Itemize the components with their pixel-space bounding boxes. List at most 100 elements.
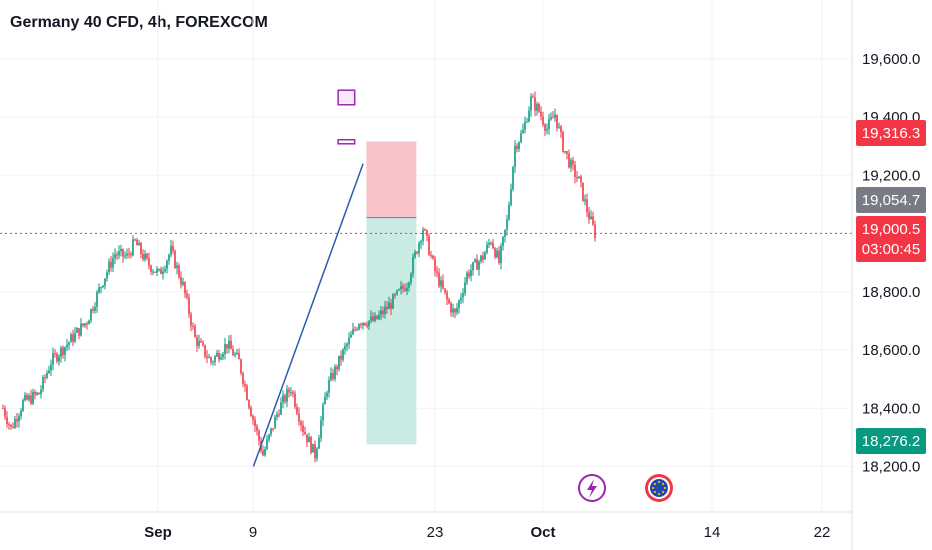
candle-body: [362, 322, 364, 326]
time-axis[interactable]: Sep 9 23 Oct 14 22: [0, 511, 852, 541]
candle-body: [538, 104, 540, 112]
candle-body: [146, 253, 148, 259]
candle-body: [190, 314, 192, 326]
candle-body: [156, 269, 158, 273]
candle-body: [148, 258, 150, 266]
position-zones[interactable]: [366, 141, 417, 445]
candle-body: [486, 244, 488, 253]
candle-body: [66, 344, 68, 348]
candle-body: [228, 340, 230, 349]
candle-body: [24, 394, 26, 401]
candle-body: [172, 245, 174, 251]
candle-body: [10, 424, 12, 427]
chart-title: Germany 40 CFD, 4h, FOREXCOM: [10, 14, 268, 31]
candle-body: [370, 316, 372, 321]
candle-body: [286, 389, 288, 402]
candle-body: [182, 282, 184, 285]
candle-body: [558, 126, 560, 128]
candle-body: [282, 395, 284, 403]
candle-body: [158, 269, 160, 271]
candle-body: [382, 310, 384, 315]
candle-body: [238, 352, 240, 360]
candle-body: [394, 294, 396, 296]
candle-body: [526, 121, 528, 123]
candle-body: [512, 167, 514, 190]
stop-badge-text: 19,316.3: [862, 125, 920, 142]
candle-body: [62, 347, 64, 356]
candle-body: [574, 164, 576, 178]
candle-body: [550, 117, 552, 120]
candle-body: [164, 268, 166, 272]
candle-body: [432, 255, 434, 259]
candle-body: [468, 272, 470, 277]
candle-body: [522, 129, 524, 134]
candle-body: [314, 443, 316, 459]
candle-body: [300, 421, 302, 426]
candle-body: [136, 239, 138, 246]
candle-body: [106, 272, 108, 279]
candle-body: [240, 359, 242, 374]
candle-body: [586, 199, 588, 213]
x-tick-label: 22: [814, 524, 831, 541]
candle-body: [516, 145, 518, 149]
candle-body: [274, 416, 276, 429]
y-tick-label: 19,200.0: [862, 167, 920, 184]
candle-body: [74, 332, 76, 342]
candle-body: [296, 406, 298, 414]
candle-body: [376, 315, 378, 319]
candle-body: [448, 299, 450, 304]
candle-body: [474, 259, 476, 263]
candle-body: [318, 437, 320, 449]
candle-body: [16, 419, 18, 422]
candle-body: [180, 277, 182, 285]
candle-body: [316, 448, 318, 459]
x-tick-label: 23: [427, 524, 444, 541]
candle-body: [560, 126, 562, 133]
candle-body: [48, 370, 50, 373]
candle-body: [12, 426, 14, 428]
candle-body: [414, 251, 416, 258]
candle-body: [398, 289, 400, 291]
candle-body: [114, 254, 116, 259]
candle-body: [110, 261, 112, 268]
candle-body: [82, 323, 84, 326]
candle-body: [386, 306, 388, 310]
candle-body: [212, 361, 214, 363]
candle-body: [52, 353, 54, 365]
candle-body: [94, 306, 96, 311]
candle-body: [518, 142, 520, 149]
candle-body: [408, 282, 410, 288]
candle-body: [226, 344, 228, 349]
candle-body: [556, 114, 558, 128]
drawings[interactable]: [252, 89, 364, 467]
candle-body: [356, 329, 358, 331]
candle-body: [34, 391, 36, 395]
candle-body: [508, 204, 510, 220]
candle-body: [554, 114, 556, 118]
candle-body: [402, 286, 404, 289]
candle-body: [210, 357, 212, 363]
stop-loss-zone: [366, 141, 417, 218]
candle-body: [108, 261, 110, 273]
price-axis[interactable]: 19,600.019,400.019,200.018,800.018,600.0…: [851, 0, 920, 550]
candle-body: [582, 182, 584, 201]
candle-body: [396, 290, 398, 295]
candle-body: [456, 308, 458, 313]
y-tick-label: 18,400.0: [862, 400, 920, 417]
candle-body: [542, 116, 544, 125]
lightning-icon[interactable]: [578, 474, 606, 502]
candle-body: [472, 262, 474, 271]
candle-body: [176, 265, 178, 269]
candle-body: [124, 255, 126, 257]
candle-body: [162, 271, 164, 275]
candle-body: [194, 326, 196, 337]
candle-body: [100, 287, 102, 289]
candle-body: [254, 419, 256, 427]
candle-body: [250, 407, 252, 417]
flag-eu-icon[interactable]: [645, 474, 673, 502]
candle-body: [192, 325, 194, 327]
resistance-box: [337, 89, 356, 106]
trendline: [252, 163, 364, 467]
support-box: [337, 138, 356, 145]
